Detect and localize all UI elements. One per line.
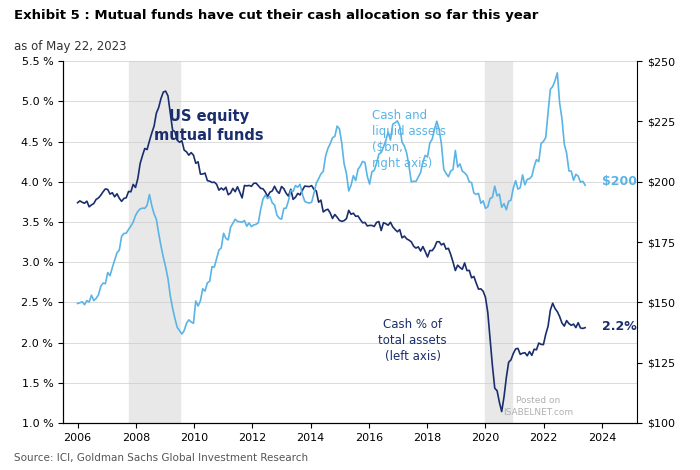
Text: Posted on
ISABELNET.com: Posted on ISABELNET.com [503, 397, 573, 416]
Bar [486, 61, 512, 423]
Text: as of May 22, 2023: as of May 22, 2023 [14, 40, 127, 53]
Text: Exhibit 5 : Mutual funds have cut their cash allocation so far this year: Exhibit 5 : Mutual funds have cut their … [14, 9, 538, 23]
Text: Cash % of
total assets
(left axis): Cash % of total assets (left axis) [378, 319, 447, 363]
Text: Source: ICI, Goldman Sachs Global Investment Research: Source: ICI, Goldman Sachs Global Invest… [14, 453, 308, 463]
Bar [129, 61, 179, 423]
Text: Cash and
liquid assets
($bn,
right axis): Cash and liquid assets ($bn, right axis) [372, 110, 446, 170]
Text: US equity
mutual funds: US equity mutual funds [154, 110, 263, 143]
Text: 2.2%: 2.2% [602, 320, 637, 333]
Text: $200: $200 [602, 175, 637, 188]
